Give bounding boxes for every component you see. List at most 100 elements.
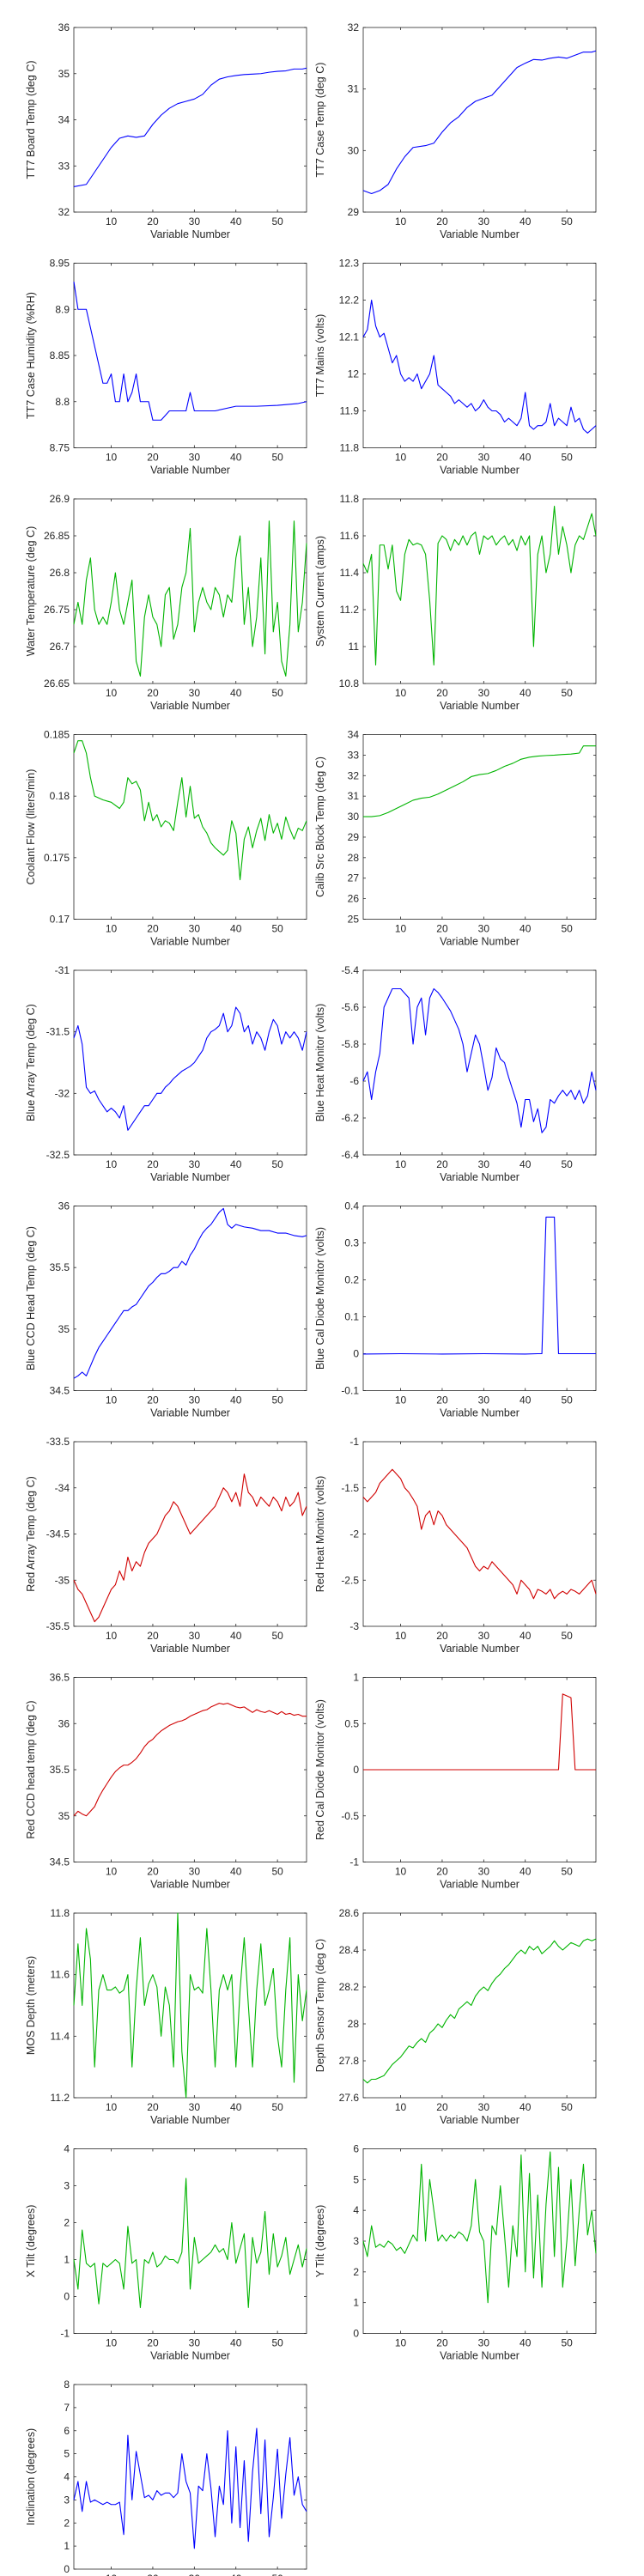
x-axis-label: Variable Number [440, 228, 519, 240]
x-tick-label: 20 [147, 452, 159, 464]
x-tick-label: 40 [230, 923, 242, 935]
y-tick-label: 30 [348, 144, 360, 156]
x-tick-label: 20 [436, 2101, 448, 2113]
y-tick-label: 3 [64, 2180, 70, 2192]
y-tick-label: 31 [348, 83, 360, 95]
y-tick-label: 26.9 [50, 493, 70, 505]
x-tick-label: 20 [147, 1630, 159, 1642]
axes-box [73, 1206, 307, 1391]
x-tick-label: 30 [189, 452, 201, 464]
y-tick-label: 11.4 [51, 2030, 70, 2042]
y-tick-label: 8.75 [50, 442, 70, 454]
x-tick-label: 30 [478, 1158, 490, 1170]
x-tick-label: 10 [106, 1630, 118, 1642]
x-tick-label: 10 [106, 1158, 118, 1170]
y-tick-label: 2 [64, 2517, 70, 2529]
axes-box [73, 498, 307, 684]
x-tick-label: 50 [561, 1158, 573, 1170]
y-tick-label: 0.3 [344, 1237, 359, 1249]
y-axis-label: System Current (amps) [314, 536, 326, 647]
x-tick-label: 10 [395, 1394, 407, 1406]
y-tick-label: 34 [348, 729, 360, 741]
x-tick-label: 10 [395, 1630, 407, 1642]
y-tick-label: 11 [349, 641, 360, 653]
series-line [362, 1216, 596, 1355]
y-tick-label: -2.5 [341, 1574, 359, 1586]
axes-box [73, 263, 307, 448]
series-line [73, 281, 307, 421]
y-tick-label: 11.6 [340, 530, 360, 542]
y-tick-label: 11.4 [340, 567, 360, 579]
x-tick-label: 50 [561, 687, 573, 699]
axes-box [362, 969, 597, 1156]
y-axis-label: TT7 Mains (volts) [314, 314, 326, 398]
x-tick-label: 10 [106, 2337, 118, 2349]
x-tick-label: 10 [395, 2337, 407, 2349]
y-tick-label: 30 [348, 811, 360, 823]
x-tick-label: 50 [561, 452, 573, 464]
y-tick-label: 1 [64, 2254, 70, 2266]
x-tick-label: 30 [189, 1394, 201, 1406]
y-tick-label: 26.7 [50, 641, 70, 653]
y-axis-label: Depth Sensor Temp (deg C) [314, 1939, 326, 2072]
y-tick-label: 26.75 [44, 604, 70, 616]
x-tick-label: 40 [230, 2337, 242, 2349]
y-tick-label: 0.2 [344, 1274, 359, 1286]
y-tick-label: 12.2 [339, 295, 360, 307]
y-axis-label: Y Tilt (degrees) [314, 2205, 326, 2278]
y-tick-label: -31 [55, 964, 70, 976]
x-tick-label: 20 [436, 1866, 448, 1878]
y-tick-label: -0.1 [341, 1385, 359, 1397]
x-tick-label: 40 [230, 1158, 242, 1170]
y-tick-label: 36 [58, 1717, 70, 1729]
y-tick-label: 12 [348, 368, 360, 380]
x-tick-label: 40 [230, 216, 242, 228]
x-tick-label: 30 [189, 687, 201, 699]
series-line [363, 745, 596, 817]
x-axis-label: Variable Number [150, 936, 230, 948]
chart-panel-7: 10 20 30 40 50 0.17 0.175 0.18 0.185 Variable Num… [25, 729, 307, 948]
x-tick-label: 30 [478, 2337, 490, 2349]
y-axis-label: Inclination (degrees) [25, 2428, 37, 2525]
y-tick-label: 29 [348, 831, 360, 843]
series-line [73, 1703, 307, 1817]
x-tick-label: 10 [106, 923, 118, 935]
y-tick-label: 2 [353, 2266, 359, 2278]
x-tick-label: 10 [395, 1866, 407, 1878]
y-tick-label: -3 [349, 1620, 359, 1632]
y-tick-label: -33.5 [46, 1436, 70, 1448]
axes-box [362, 498, 597, 684]
x-tick-label: 50 [561, 1630, 573, 1642]
x-axis-label: Variable Number [440, 465, 519, 477]
axes-box [362, 263, 597, 448]
chart-panel-3: 10 20 30 40 50 8.75 8.8 8.85 8.9 8.95 Variable Num… [25, 258, 307, 477]
y-tick-label: 25 [348, 914, 360, 926]
x-axis-label: Variable Number [440, 1407, 519, 1419]
y-tick-label: 35.5 [50, 1261, 70, 1273]
series-line [362, 50, 597, 195]
series-line [362, 987, 597, 1133]
x-tick-label: 30 [189, 2573, 201, 2576]
x-tick-label: 10 [395, 923, 407, 935]
chart-panel-12: 10 20 30 40 50 -0.1 0 0.1 0.2 0.3 0.4 Variable Numb… [314, 1200, 597, 1419]
y-tick-label: 8.85 [50, 349, 70, 361]
y-tick-label: 35 [58, 1323, 70, 1335]
axes-box [73, 1677, 307, 1862]
x-tick-label: 30 [189, 1866, 201, 1878]
y-tick-label: 4 [64, 2471, 70, 2483]
series-line [362, 1938, 597, 2084]
chart-panel-18: 10 20 30 40 50 27.6 27.8 28 28.2 28.4 28.6 Variable… [314, 1907, 597, 2126]
y-tick-label: 32 [348, 21, 360, 33]
chart-panel-9: 10 20 30 40 50 -32.5 -32 -31.5 -31 Variable Numbe… [25, 964, 307, 1183]
axes-box [73, 1912, 307, 2099]
y-tick-label: -1 [349, 1856, 359, 1868]
x-tick-label: 50 [271, 452, 283, 464]
x-tick-label: 40 [519, 216, 532, 228]
y-tick-label: 27.8 [339, 2055, 360, 2067]
chart-panel-11: 10 20 30 40 50 34.5 35 35.5 36 Variable Number Blu… [25, 1200, 307, 1419]
y-tick-label: 4 [64, 2143, 70, 2155]
y-tick-label: 31 [348, 790, 360, 802]
x-axis-label: Variable Number [150, 1171, 230, 1183]
x-tick-label: 50 [271, 923, 283, 935]
